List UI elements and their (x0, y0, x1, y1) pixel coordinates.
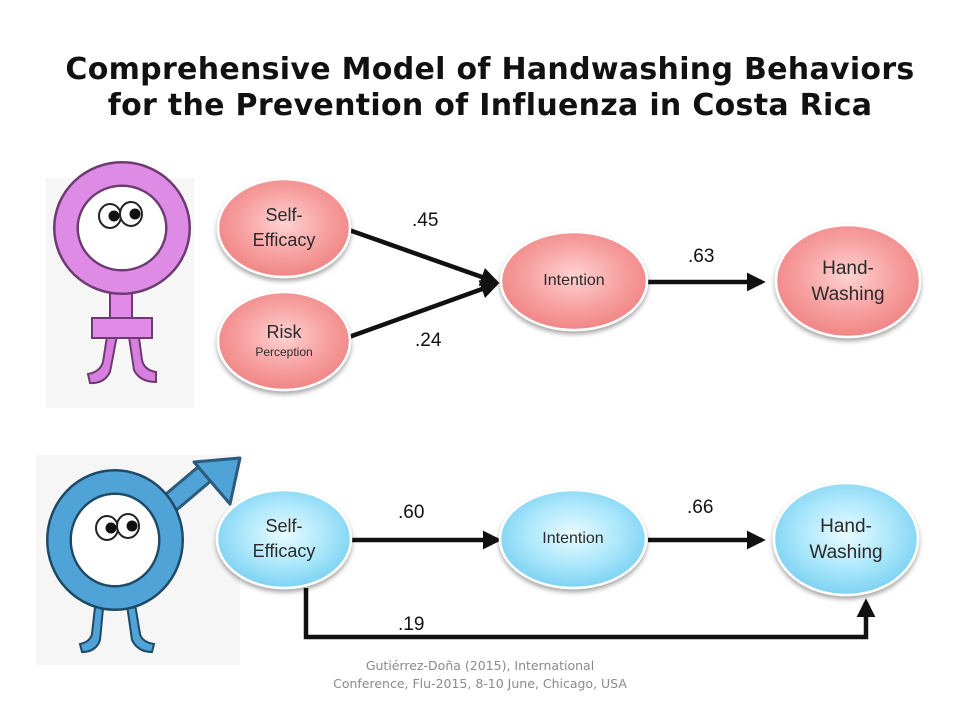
arrow-risk-to-intention-female (348, 280, 500, 340)
node-handwashing-female (774, 223, 922, 339)
citation-caption: Gutiérrez-Doña (2015), International Con… (333, 658, 627, 691)
label-self-efficacy-female: Self- Efficacy (224, 203, 344, 253)
male-symbol-character-icon (36, 455, 242, 665)
slide-title: Comprehensive Model of Handwashing Behav… (40, 52, 940, 124)
label-line: Hand- (822, 258, 874, 279)
node-handwashing-male (772, 481, 920, 597)
female-symbol-character-icon (46, 161, 194, 408)
arrow-self-efficacy-to-handwashing-direct-male (303, 588, 876, 640)
title-line-2: for the Prevention of Influenza in Costa… (107, 88, 873, 123)
node-risk-perception-female (216, 290, 352, 392)
coef-self-efficacy-female: .45 (412, 210, 439, 231)
node-intention-male (498, 488, 648, 590)
label-line: Self- (265, 205, 303, 225)
label-line: Washing (809, 542, 883, 563)
node-self-efficacy-female (216, 177, 352, 279)
coef-direct-male: .19 (398, 614, 425, 635)
title-line-1: Comprehensive Model of Handwashing Behav… (65, 52, 915, 87)
label-line: Self- (265, 516, 303, 536)
coef-risk-perception-female: .24 (415, 330, 442, 351)
label-line: Perception (255, 345, 313, 359)
node-intention-female (499, 230, 649, 332)
label-intention-female: Intention (543, 272, 605, 289)
label-line: Hand- (820, 516, 872, 537)
label-intention-male: Intention (542, 530, 604, 547)
label-handwashing-male: Hand- Washing (786, 514, 906, 566)
label-risk-perception-female: Risk Perception (224, 320, 344, 360)
label-line: Efficacy (252, 541, 316, 561)
label-line: Washing (811, 284, 885, 305)
coef-intention-female: .63 (688, 246, 715, 267)
label-line: Efficacy (252, 230, 316, 250)
node-self-efficacy-male (215, 488, 353, 590)
label-self-efficacy-male: Self- Efficacy (224, 514, 344, 564)
arrow-self-efficacy-to-intention-female (348, 227, 500, 286)
label-handwashing-female: Hand- Washing (788, 256, 908, 308)
coef-intention-male: .66 (687, 497, 714, 518)
label-line: Risk (266, 322, 302, 342)
coef-self-efficacy-male: .60 (398, 502, 425, 523)
